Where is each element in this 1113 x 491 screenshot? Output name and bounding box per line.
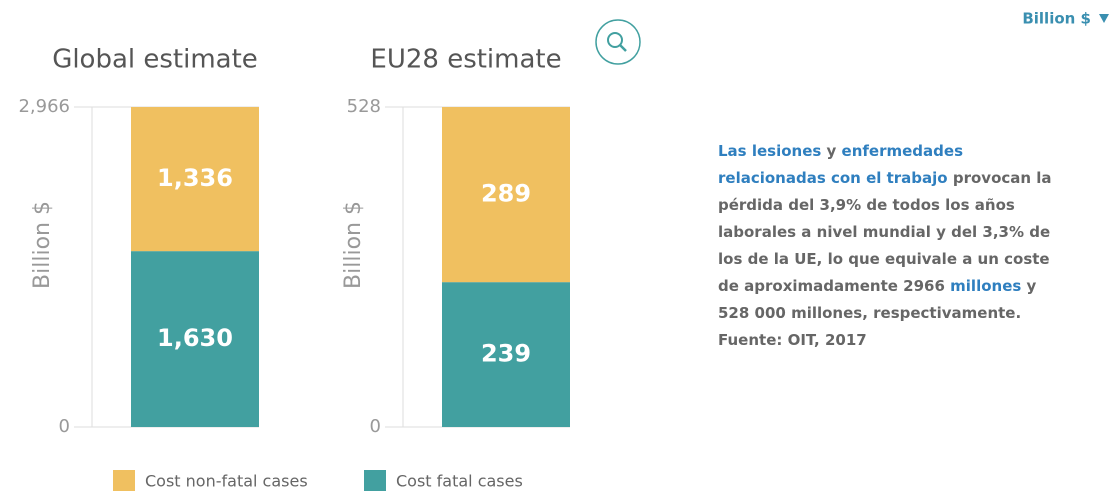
y-axis-label: Billion $ (30, 201, 55, 289)
description-text: y (821, 142, 842, 160)
data-label: 289 (481, 180, 531, 208)
bar-segment (442, 282, 570, 427)
zoom-button[interactable] (595, 19, 641, 65)
chart-title: EU28 estimate (370, 45, 561, 75)
bar-segment (442, 107, 570, 283)
description-text: provocan la pérdida del 3,9% de todos lo… (718, 169, 1052, 295)
legend-label: Cost fatal cases (396, 472, 523, 491)
y-tick-label: 0 (59, 416, 70, 437)
legend-swatch (364, 470, 386, 491)
y-tick-label: 0 (370, 416, 381, 437)
description-link[interactable]: enfermedades relacionadas con el trabajo (718, 142, 963, 187)
y-tick-label: 528 (347, 96, 381, 117)
y-axis-label: Billion $ (341, 201, 366, 289)
legend-label: Cost non-fatal cases (145, 472, 308, 491)
zoom-icon (619, 44, 627, 52)
dropdown-arrow[interactable] (1099, 14, 1109, 23)
legend-swatch (113, 470, 135, 491)
bar-segment (131, 251, 259, 427)
data-label: 1,630 (157, 324, 233, 352)
data-label: 1,336 (157, 164, 233, 192)
bar-segment (131, 107, 259, 252)
description-link[interactable]: Las lesiones (718, 142, 822, 160)
description: Las lesiones y enfermedades relacionadas… (718, 138, 1068, 354)
data-label: 239 (481, 340, 531, 368)
description-link[interactable]: millones (950, 277, 1022, 295)
y-tick-label: 2,966 (18, 96, 70, 117)
description-text: y 528 000 millones, respectivamente. Fue… (718, 277, 1037, 349)
chart-title: Global estimate (52, 45, 258, 75)
zoom-icon (607, 32, 623, 48)
unit-selector[interactable]: Billion $ (1022, 10, 1091, 28)
